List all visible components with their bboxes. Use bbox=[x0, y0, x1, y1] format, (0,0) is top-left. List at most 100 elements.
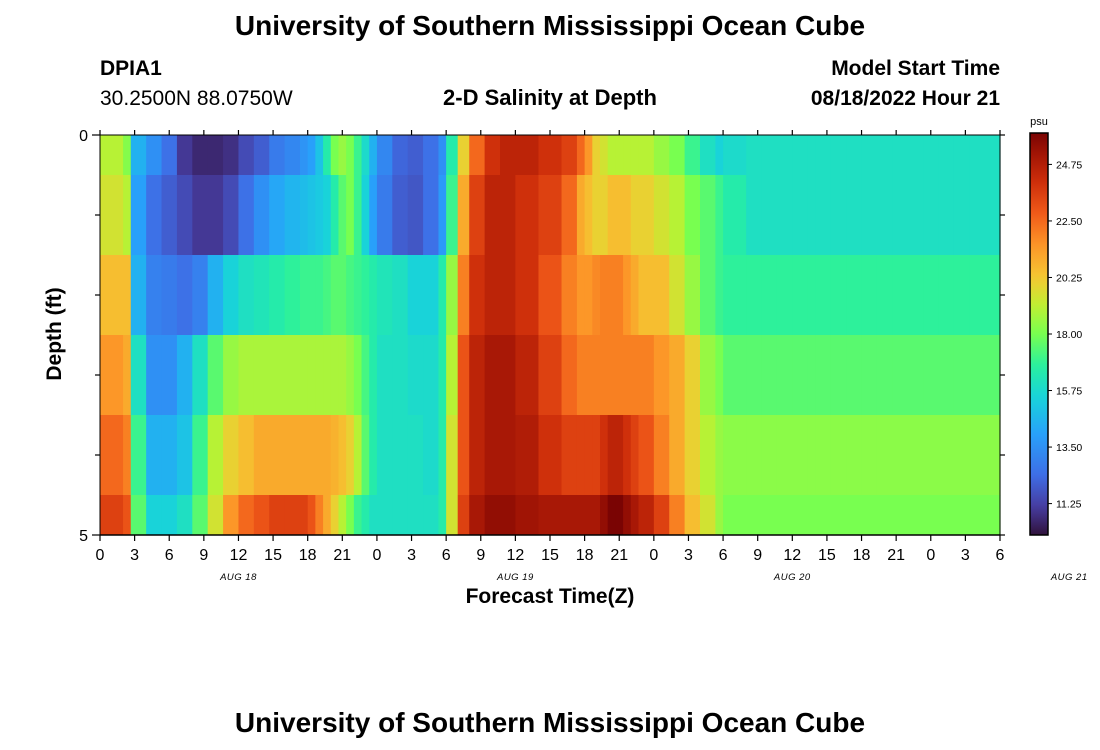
heatmap-cell bbox=[284, 175, 301, 256]
heatmap-cell bbox=[130, 495, 147, 536]
heatmap-cell bbox=[584, 175, 593, 256]
heatmap-cell bbox=[653, 255, 670, 336]
heatmap-cell bbox=[130, 255, 147, 336]
heatmap-cell bbox=[600, 495, 609, 536]
colorbar: psu 24.75 22.50 20.25 18.00 15.75 13.50 11.25 bbox=[1029, 116, 1082, 536]
heatmap-cell bbox=[830, 415, 847, 496]
heatmap-cell bbox=[146, 175, 163, 256]
heatmap-cell bbox=[669, 135, 686, 176]
heatmap-cell bbox=[353, 495, 363, 536]
x-tick-label: 0 bbox=[372, 547, 381, 564]
heatmap-cell bbox=[346, 335, 355, 416]
heatmap-cell bbox=[407, 175, 424, 256]
heatmap-cell bbox=[600, 335, 609, 416]
heatmap-cell bbox=[300, 415, 309, 496]
heatmap-cell bbox=[684, 255, 701, 336]
heatmap-cell bbox=[861, 415, 878, 496]
heatmap-cell bbox=[638, 135, 655, 176]
heatmap-cell bbox=[584, 495, 593, 536]
heatmap-cell bbox=[457, 415, 470, 496]
heatmap-cell bbox=[592, 415, 601, 496]
heatmap-cell bbox=[969, 415, 1001, 496]
heatmap-cell bbox=[807, 335, 816, 416]
heatmap-cell bbox=[353, 335, 363, 416]
heatmap-cell bbox=[630, 255, 640, 336]
heatmap-cell bbox=[892, 255, 901, 336]
heatmap-cell bbox=[361, 335, 370, 416]
heatmap-cell bbox=[846, 175, 863, 256]
heatmap-cell bbox=[615, 415, 624, 496]
heatmap-cell bbox=[723, 415, 747, 496]
heatmap-cell bbox=[392, 415, 409, 496]
x-tick-label: 9 bbox=[476, 547, 485, 564]
heatmap-cell bbox=[653, 175, 670, 256]
station-coordinates: 30.2500N 88.0750W bbox=[100, 87, 293, 110]
heatmap-cell bbox=[538, 175, 563, 256]
heatmap-cell bbox=[438, 175, 447, 256]
heatmap-cell bbox=[423, 415, 440, 496]
heatmap-cell bbox=[630, 415, 640, 496]
heatmap-cell bbox=[830, 335, 847, 416]
heatmap-cell bbox=[346, 255, 355, 336]
heatmap-cell bbox=[353, 135, 363, 176]
heatmap-cell bbox=[830, 495, 847, 536]
heatmap-cell bbox=[369, 415, 378, 496]
heatmap-cell bbox=[438, 255, 447, 336]
heatmap-cell bbox=[576, 335, 586, 416]
heatmap-cell bbox=[561, 415, 578, 496]
heatmap-cell bbox=[469, 135, 486, 176]
heatmap-cell bbox=[700, 415, 716, 496]
model-start-label: Model Start Time bbox=[831, 57, 1000, 80]
heatmap-cell bbox=[223, 335, 240, 416]
heatmap-cell bbox=[161, 135, 178, 176]
heatmap-cell bbox=[146, 135, 163, 176]
heatmap-cell bbox=[638, 415, 655, 496]
heatmap-cell bbox=[500, 335, 516, 416]
heatmap-cell bbox=[846, 335, 863, 416]
heatmap-cell bbox=[376, 135, 393, 176]
heatmap-cell bbox=[253, 255, 270, 336]
heatmap-cell bbox=[457, 335, 470, 416]
x-tick-label: 6 bbox=[719, 547, 728, 564]
chart-title: 2-D Salinity at Depth bbox=[443, 85, 657, 110]
heatmap-cell bbox=[315, 255, 324, 336]
heatmap-cell bbox=[892, 175, 901, 256]
heatmap-cell bbox=[684, 495, 701, 536]
heatmap-cell bbox=[269, 255, 286, 336]
x-axis-label: Forecast Time(Z) bbox=[465, 585, 635, 608]
heatmap-cell bbox=[315, 175, 324, 256]
heatmap-cell bbox=[469, 495, 486, 536]
heatmap-cell bbox=[969, 255, 1001, 336]
heatmap-cell bbox=[457, 495, 470, 536]
x-tick-label: 15 bbox=[264, 547, 282, 564]
heatmap-cell bbox=[392, 495, 409, 536]
heatmap-cell bbox=[446, 415, 459, 496]
heatmap-cell bbox=[938, 495, 955, 536]
heatmap-cell bbox=[130, 175, 147, 256]
heatmap-cell bbox=[469, 255, 486, 336]
heatmap-cell bbox=[638, 495, 655, 536]
heatmap-cell bbox=[376, 415, 393, 496]
heatmap-cell bbox=[807, 495, 816, 536]
heatmap-cell bbox=[338, 415, 347, 496]
heatmap-cell bbox=[207, 135, 224, 176]
heatmap-cell bbox=[300, 175, 309, 256]
heatmap-cell bbox=[369, 255, 378, 336]
x-tick-label: 0 bbox=[96, 547, 105, 564]
heatmap-cell bbox=[438, 495, 447, 536]
heatmap-cell bbox=[615, 495, 624, 536]
heatmap-cell bbox=[969, 335, 1001, 416]
colorbar-tick-label: 24.75 bbox=[1056, 159, 1082, 171]
heatmap-cell bbox=[207, 335, 224, 416]
heatmap-cell bbox=[653, 335, 670, 416]
heatmap-cell bbox=[600, 415, 609, 496]
heatmap-cell bbox=[576, 175, 586, 256]
heatmap-cell bbox=[700, 495, 716, 536]
heatmap-cell bbox=[953, 255, 970, 336]
heatmap-cell bbox=[446, 255, 459, 336]
heatmap-cell bbox=[469, 335, 486, 416]
heatmap-cell bbox=[446, 135, 459, 176]
heatmap-cell bbox=[192, 255, 209, 336]
heatmap-cell bbox=[330, 415, 340, 496]
heatmap-cell bbox=[615, 255, 624, 336]
